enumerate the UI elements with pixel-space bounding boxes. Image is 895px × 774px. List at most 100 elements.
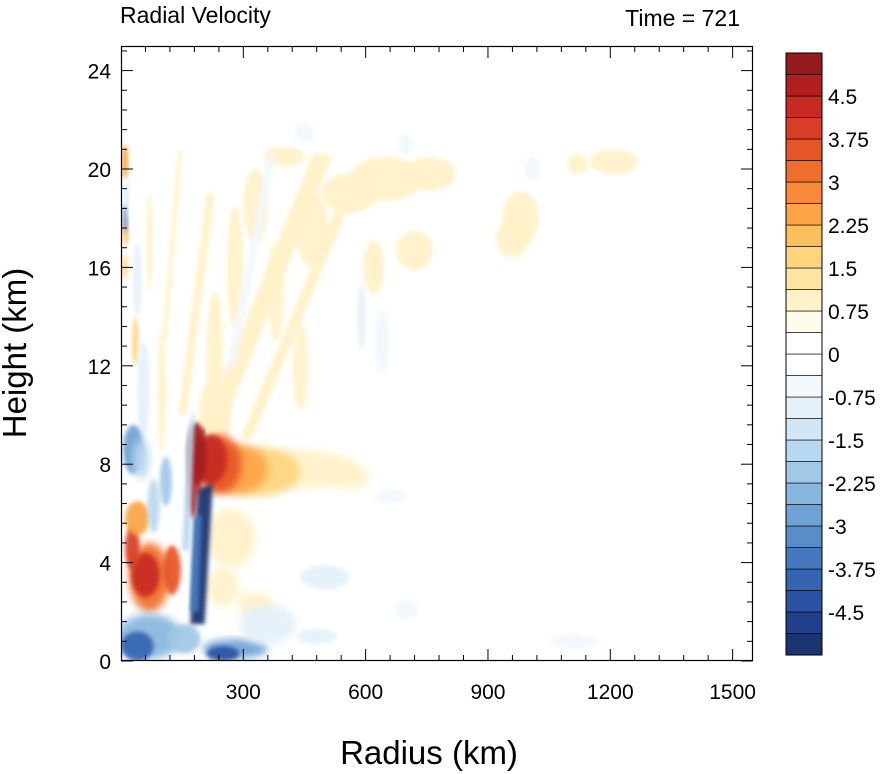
colorbar-swatch [785, 74, 823, 97]
x-tick-label: 300 [226, 681, 261, 704]
colorbar-tick-label: 3 [828, 172, 840, 195]
colorbar-swatch [785, 95, 823, 118]
y-tick-label: 0 [99, 651, 111, 674]
field-region [124, 181, 129, 206]
chart-title-right: Time = 721 [625, 5, 740, 31]
field-region [549, 633, 599, 649]
colorbar-swatch [785, 181, 823, 204]
x-tick-label: 1500 [709, 681, 756, 704]
field-region [294, 122, 315, 142]
field-band [196, 427, 205, 494]
colorbar-swatch [785, 310, 823, 333]
colorbar-tick-label: -3 [828, 516, 847, 539]
colorbar-tick-label: -2.25 [828, 473, 876, 496]
y-tick-label: 20 [88, 159, 111, 182]
field-region [162, 545, 181, 595]
colorbar-swatch [785, 590, 823, 613]
field-region [157, 328, 166, 452]
plot-frame [120, 45, 754, 662]
field-region [121, 631, 154, 661]
y-tick-label: 16 [88, 257, 111, 280]
field-region [125, 501, 150, 536]
field-region [206, 646, 240, 661]
colorbar-swatch [785, 332, 823, 355]
axis-ticks: 300 600 900 1200 1500 0 4 8 12 16 20 24 [88, 46, 756, 704]
colorbar-swatch [785, 504, 823, 527]
colorbar-swatch [785, 138, 823, 161]
field-region [133, 439, 150, 479]
field-region [320, 173, 378, 214]
field-region [296, 629, 338, 644]
x-axis-label: Radius (km) [340, 734, 518, 771]
colorbar-frame [785, 52, 823, 656]
colorbar-tick-label: -1.5 [828, 430, 864, 453]
field-region [167, 624, 201, 654]
field-region [567, 154, 588, 174]
colorbar-swatch [785, 611, 823, 634]
y-tick-label: 12 [88, 356, 111, 379]
field-region [121, 144, 129, 179]
colorbar-tick-label: 0 [828, 344, 840, 367]
field-region [496, 218, 529, 258]
colorbar-tick-label: 2.25 [828, 215, 869, 238]
colorbar-swatch [785, 396, 823, 419]
colorbar-swatch [785, 461, 823, 484]
chart-title-left: Radial Velocity [120, 2, 271, 28]
field-region [524, 156, 541, 182]
field-region [147, 478, 160, 534]
field-band [182, 410, 195, 551]
colorbar-swatch [785, 267, 823, 290]
colorbar-swatch [785, 547, 823, 570]
field-region [122, 203, 128, 233]
y-tick-label: 24 [88, 61, 112, 84]
field-region [363, 240, 384, 295]
field-region [373, 488, 407, 504]
field-region [589, 149, 639, 174]
field-band [190, 513, 202, 612]
colorbar-swatch [785, 353, 823, 376]
field-region [146, 193, 153, 292]
field-region [328, 464, 370, 489]
field-region [293, 321, 308, 411]
field-region [227, 205, 244, 329]
field-region [131, 552, 160, 598]
field-region [300, 565, 350, 590]
field-region [396, 230, 433, 270]
colorbar-swatch [785, 375, 823, 398]
colorbar-swatch [785, 224, 823, 247]
field-band [239, 205, 350, 440]
field-region [137, 341, 150, 440]
field-region [159, 456, 172, 507]
colorbar-swatch [785, 525, 823, 548]
colorbar-tick-label: -4.5 [828, 602, 864, 625]
field-region [239, 604, 297, 644]
colorbar-swatch [785, 633, 823, 656]
colorbar-swatch [785, 482, 823, 505]
field-band [161, 149, 183, 342]
y-axis-label: Height (km) [0, 268, 33, 439]
colorbar-swatch [785, 246, 823, 269]
field-region [406, 156, 456, 192]
field-region [394, 599, 419, 620]
colorbar-swatch [785, 418, 823, 441]
x-tick-label: 1200 [587, 681, 634, 704]
colorbar: 4.5 3.75 3 2.25 1.5 0.75 0 -0.75 -1.5 -2.25 -3 -3.7… [785, 52, 876, 656]
colorbar-tick-label: 1.5 [828, 258, 857, 281]
field-region [374, 309, 390, 374]
colorbar-swatch [785, 203, 823, 226]
colorbar-swatch [785, 117, 823, 140]
field-region [133, 242, 142, 317]
field-region [125, 525, 140, 570]
colorbar-tick-label: -0.75 [828, 387, 876, 410]
colorbar-swatch [785, 439, 823, 462]
y-tick-label: 4 [99, 553, 111, 576]
colorbar-swatch [785, 52, 823, 75]
y-tick-label: 8 [99, 454, 111, 477]
field-region [398, 134, 415, 155]
field-region [132, 316, 139, 366]
x-tick-label: 600 [348, 681, 383, 704]
field-region [206, 567, 240, 607]
colorbar-tick-label: -3.75 [828, 559, 876, 582]
velocity-field [121, 122, 639, 661]
